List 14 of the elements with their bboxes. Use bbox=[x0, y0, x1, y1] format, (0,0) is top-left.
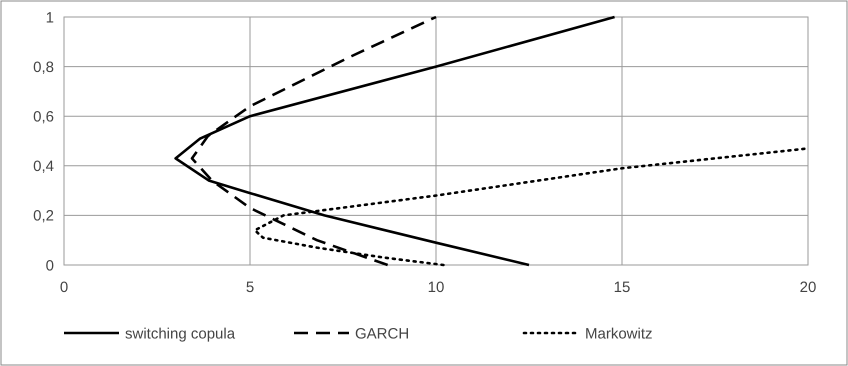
y-tick-label: 1 bbox=[46, 9, 54, 26]
x-tick-label: 15 bbox=[614, 279, 630, 296]
x-tick-label: 0 bbox=[60, 279, 68, 296]
y-tick-label: 0,6 bbox=[33, 108, 54, 126]
legend-label: Markowitz bbox=[585, 325, 653, 342]
y-tick-label: 0,8 bbox=[33, 58, 54, 76]
legend-label: GARCH bbox=[355, 325, 410, 342]
y-tick-label: 0,2 bbox=[33, 208, 54, 225]
x-tick-label: 20 bbox=[800, 279, 816, 296]
y-tick-label: 0,4 bbox=[33, 158, 54, 176]
legend-label: switching copula bbox=[125, 325, 236, 342]
y-tick-label: 0 bbox=[46, 257, 54, 274]
x-tick-label: 10 bbox=[428, 279, 444, 296]
x-tick-label: 5 bbox=[246, 279, 254, 296]
